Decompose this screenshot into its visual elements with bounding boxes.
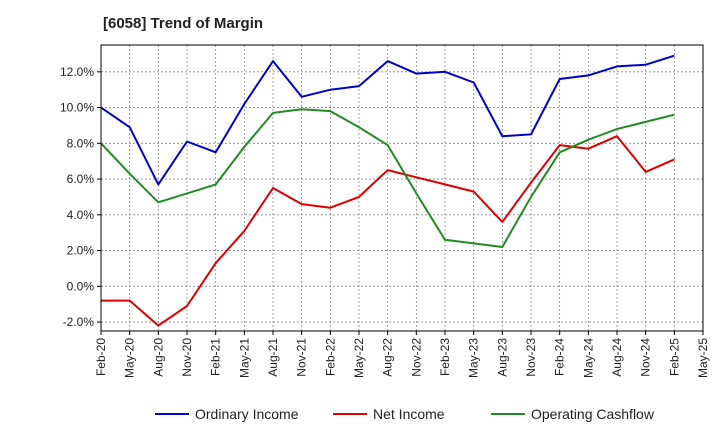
- legend-label-net-income: Net Income: [373, 406, 445, 422]
- y-tick-label: 4.0%: [67, 208, 95, 222]
- legend: Ordinary Income Net Income Operating Cashf…: [155, 406, 655, 422]
- x-tick-label: Feb-21: [209, 338, 223, 376]
- y-tick-label: 10.0%: [60, 101, 94, 115]
- y-tick-label: 8.0%: [67, 136, 95, 150]
- x-tick-label: Nov-21: [295, 338, 309, 377]
- x-tick-label: Aug-21: [266, 338, 280, 377]
- x-tick-label: May-20: [123, 338, 137, 378]
- y-tick-label: 2.0%: [67, 244, 95, 258]
- x-tick-label: Aug-20: [151, 338, 165, 377]
- x-tick-label: Feb-23: [438, 338, 452, 376]
- x-tick-label: May-24: [581, 338, 595, 378]
- x-tick-label: Feb-20: [94, 338, 108, 376]
- series-line-ordinary-income: [100, 54, 675, 186]
- x-tick-label: Aug-22: [381, 338, 395, 377]
- x-tick-label: May-21: [237, 338, 251, 378]
- x-tick-label: Aug-23: [495, 338, 509, 377]
- x-tick-label: Nov-22: [409, 338, 423, 377]
- grid: [101, 45, 703, 331]
- y-tick-label: 0.0%: [67, 279, 95, 293]
- plot-area-frame: [100, 44, 704, 332]
- y-tick-label: -2.0%: [63, 315, 95, 329]
- x-tick-label: Nov-23: [524, 338, 538, 377]
- x-tick-label: Feb-25: [667, 338, 681, 376]
- x-tick-label: Aug-24: [610, 338, 624, 377]
- x-tick-label: May-23: [467, 338, 481, 378]
- chart-title: [6058] Trend of Margin: [103, 15, 264, 32]
- x-tick-label: May-22: [352, 338, 366, 378]
- legend-label-ordinary-income: Ordinary Income: [195, 406, 299, 422]
- x-tick-label: Feb-24: [553, 338, 567, 376]
- series-line-net-income: [101, 135, 675, 327]
- x-axis-tick-labels: Feb-20 May-20 Aug-20 Nov-20 Feb-21 May-21 Aug-…: [94, 331, 710, 378]
- x-tick-label: May-25: [696, 338, 710, 378]
- x-tick-label: Nov-20: [180, 338, 194, 377]
- y-tick-label: 6.0%: [67, 172, 95, 186]
- y-tick-label: 12.0%: [60, 65, 94, 79]
- x-tick-label: Nov-24: [639, 338, 653, 377]
- legend-label-operating-cashflow: Operating Cashflow: [531, 406, 655, 422]
- series-lines: [100, 54, 675, 327]
- x-tick-label: Feb-22: [323, 338, 337, 376]
- series-line-operating-cashflow: [100, 108, 675, 248]
- y-axis-tick-labels: -2.0% 0.0% 2.0% 4.0% 6.0% 8.0% 10.0% 12.0%: [60, 65, 101, 329]
